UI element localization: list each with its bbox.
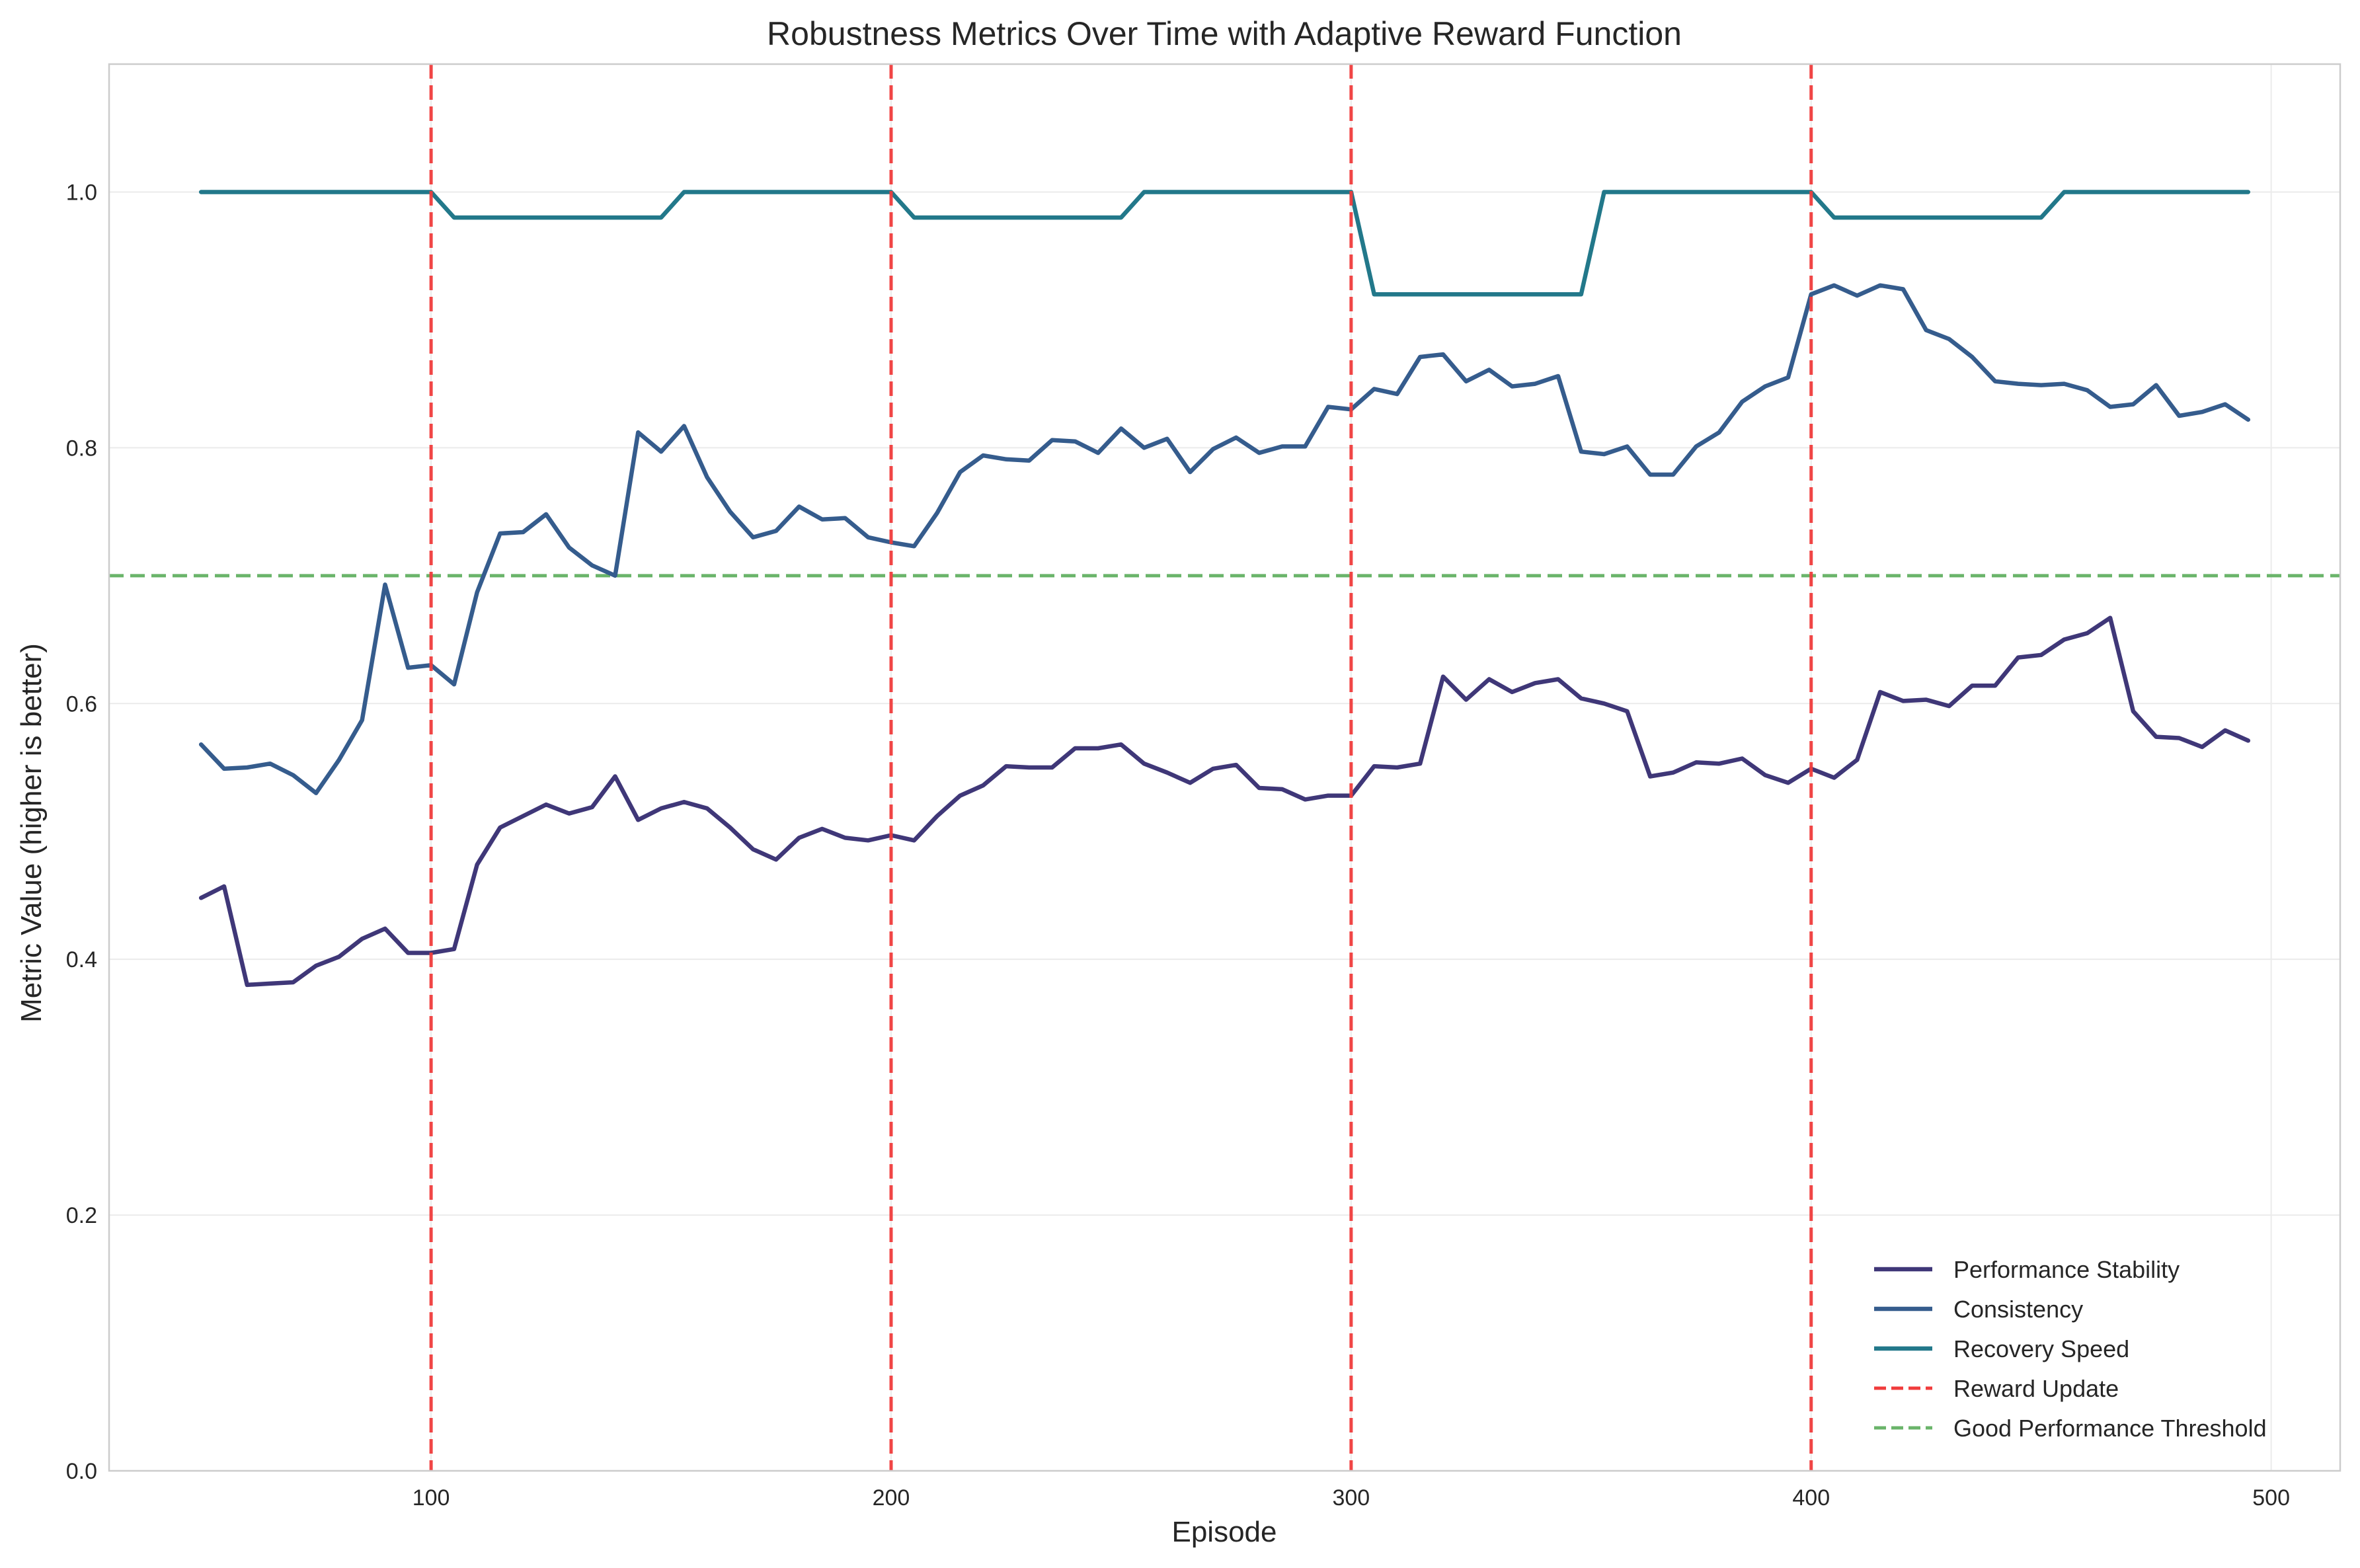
legend-label: Consistency xyxy=(1953,1296,2083,1323)
y-tick-label: 0.6 xyxy=(66,691,97,717)
y-tick-label: 0.4 xyxy=(66,947,97,972)
plot-frame xyxy=(108,63,2341,1472)
legend-item-consistency: Consistency xyxy=(1874,1296,2083,1323)
reward-update-layer xyxy=(429,64,1813,1471)
y-tick-label: 0.0 xyxy=(66,1459,97,1484)
series-line-recovery-speed xyxy=(198,190,2251,297)
y-tick-label: 0.2 xyxy=(66,1203,97,1228)
legend-label: Performance Stability xyxy=(1953,1256,2180,1283)
y-axis-ticks: 0.0 0.2 0.4 0.6 0.8 1.0 xyxy=(66,180,97,1484)
x-tick-label: 400 xyxy=(1792,1485,1830,1510)
legend-label: Recovery Speed xyxy=(1953,1335,2129,1362)
y-tick-label: 1.0 xyxy=(66,180,97,205)
y-tick-label: 0.8 xyxy=(66,436,97,461)
legend: Performance Stability Consistency Recovery… xyxy=(1874,1256,2267,1442)
x-tick-label: 300 xyxy=(1332,1485,1370,1510)
series-line-performance-stability xyxy=(198,615,2251,988)
legend-item-good-performance-threshold: Good Performance Threshold xyxy=(1874,1415,2267,1442)
chart-title: Robustness Metrics Over Time with Adapti… xyxy=(767,15,1682,52)
x-axis-label: Episode xyxy=(1171,1516,1277,1548)
legend-item-reward-update: Reward Update xyxy=(1874,1375,2119,1402)
legend-item-recovery-speed: Recovery Speed xyxy=(1874,1335,2129,1362)
legend-item-performance-stability: Performance Stability xyxy=(1874,1256,2180,1283)
legend-label: Good Performance Threshold xyxy=(1953,1415,2267,1442)
series-layer xyxy=(198,190,2251,988)
y-axis-label: Metric Value (higher is better) xyxy=(15,643,48,1023)
series-line-consistency xyxy=(198,283,2251,795)
x-tick-label: 100 xyxy=(413,1485,450,1510)
x-tick-label: 200 xyxy=(873,1485,910,1510)
x-tick-label: 500 xyxy=(2252,1485,2290,1510)
x-axis-ticks: 100 200 300 400 500 xyxy=(413,1485,2290,1510)
legend-label: Reward Update xyxy=(1953,1375,2119,1402)
